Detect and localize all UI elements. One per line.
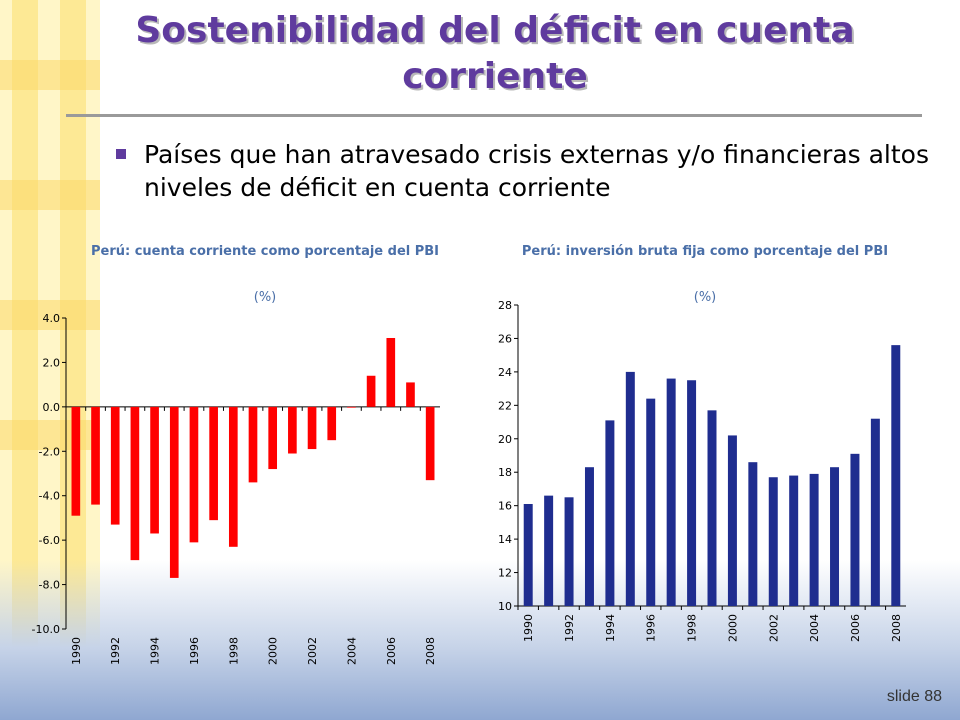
- x-tick-label: 2000: [726, 614, 739, 642]
- x-tick-label: 1996: [645, 614, 658, 642]
- bar-2001: [748, 462, 758, 606]
- bar-1990: [71, 406, 81, 516]
- bar-2006: [850, 453, 860, 606]
- x-tick-label: 2002: [306, 637, 319, 665]
- bar-1996: [646, 398, 656, 606]
- chart-2-title: Perú: inversión bruta fija como porcenta…: [521, 244, 889, 259]
- bar-2004: [347, 406, 356, 408]
- bar-1999: [248, 406, 258, 483]
- x-tick-label: 2006: [849, 614, 862, 642]
- x-tick-label: 1992: [563, 614, 576, 642]
- bar-2007: [406, 382, 415, 407]
- chart-2-unit: (%): [693, 290, 717, 305]
- bar-2005: [830, 467, 840, 606]
- x-tick-label: 2006: [385, 637, 398, 665]
- bullet-text: Países que han atravesado crisis externa…: [144, 140, 929, 202]
- y-tick-label: -10.0: [32, 623, 60, 636]
- bar-2002: [307, 406, 317, 450]
- bar-1995: [625, 371, 635, 606]
- bar-1994: [150, 406, 159, 534]
- slide-number: slide 88: [886, 688, 942, 705]
- chart-1-current-account: 4.0 2.0 0.0 -2.0 -4.0 -6.0 -8.0 -10.0 1990 1992 19…: [32, 312, 440, 665]
- y-tick-label: 24: [498, 366, 512, 379]
- y-tick-label: 14: [498, 533, 512, 546]
- x-tick-label: 1996: [188, 637, 201, 665]
- x-tick-label: 1994: [604, 614, 617, 642]
- bar-1997: [666, 378, 676, 606]
- sidebar-pattern: [0, 0, 100, 720]
- x-tick-label: 1992: [109, 637, 122, 665]
- x-tick-label: 2008: [890, 614, 903, 642]
- bar-2008: [891, 345, 901, 606]
- bar-1999: [707, 410, 717, 606]
- bar-2003: [789, 475, 799, 606]
- x-tick-label: 1998: [227, 637, 240, 665]
- bar-1991: [91, 406, 100, 505]
- bar-1991: [544, 495, 554, 606]
- chart-2-fixed-investment: 28 26 24 22 20 18 16 14 12 10 1990 1992 1994 1996 1998…: [498, 299, 906, 642]
- title-divider: [66, 114, 922, 117]
- bar-2008: [425, 406, 435, 481]
- bar-2005: [366, 375, 376, 407]
- bottom-gradient-band: [0, 560, 960, 720]
- x-tick-label: 1998: [686, 614, 699, 642]
- bar-2004: [809, 473, 819, 606]
- y-tick-label: 28: [498, 299, 512, 312]
- slide-title: Sostenibilidad del déficit en cuenta cor…: [135, 10, 855, 97]
- x-tick-label: 2008: [424, 637, 437, 665]
- bar-1998: [687, 380, 697, 606]
- y-tick-label: 12: [498, 567, 512, 580]
- y-tick-label: 0.0: [43, 401, 61, 414]
- bar-1994: [605, 420, 615, 606]
- y-tick-label: 10: [498, 600, 512, 613]
- y-tick-label: -2.0: [39, 445, 60, 458]
- y-tick-label: 26: [498, 332, 512, 345]
- bar-1995: [169, 406, 179, 578]
- bar-1993: [584, 467, 594, 606]
- bar-2000: [268, 406, 278, 470]
- x-tick-label: 2004: [808, 614, 821, 642]
- y-tick-label: -6.0: [39, 534, 60, 547]
- y-tick-label: 2.0: [43, 356, 61, 369]
- bar-2000: [727, 435, 737, 606]
- y-tick-label: -4.0: [39, 490, 60, 503]
- bar-1997: [209, 406, 218, 521]
- bar-2007: [870, 418, 880, 606]
- y-tick-label: 18: [498, 466, 512, 479]
- bar-1992: [564, 497, 574, 606]
- bar-1990: [523, 503, 533, 606]
- bar-1996: [189, 406, 199, 543]
- bar-2003: [327, 406, 337, 441]
- chart-1-unit: (%): [253, 290, 277, 305]
- chart-1-title: Perú: cuenta corriente como porcentaje d…: [90, 244, 440, 259]
- bar-2002: [768, 477, 778, 606]
- bar-1993: [130, 406, 140, 561]
- bar-2001: [288, 406, 297, 454]
- bar-1992: [110, 406, 120, 525]
- y-tick-label: 16: [498, 500, 512, 513]
- y-tick-label: 20: [498, 433, 512, 446]
- bullet-item: Países que han atravesado crisis externa…: [116, 138, 936, 204]
- y-tick-label: 22: [498, 399, 512, 412]
- x-tick-label: 1990: [522, 614, 535, 642]
- y-tick-label: -8.0: [39, 579, 60, 592]
- bar-2006: [386, 337, 396, 407]
- x-tick-label: 2000: [267, 637, 280, 665]
- y-tick-label: 4.0: [43, 312, 61, 325]
- x-tick-label: 1994: [149, 637, 162, 665]
- x-tick-label: 1990: [70, 637, 83, 665]
- decorative-sidebar: [0, 0, 100, 720]
- x-tick-label: 2004: [345, 637, 358, 665]
- bar-1998: [228, 406, 238, 547]
- bullet-square-icon: [116, 149, 126, 159]
- x-tick-label: 2002: [767, 614, 780, 642]
